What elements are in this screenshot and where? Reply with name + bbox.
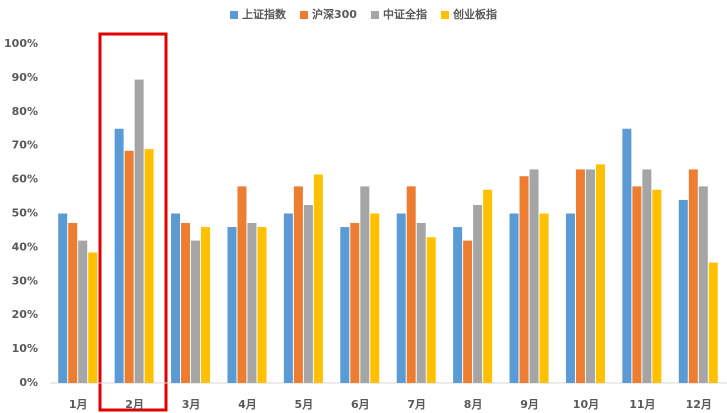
y-tick-label: 60% (12, 173, 38, 186)
bar (144, 149, 154, 383)
bar (340, 227, 350, 383)
bar (88, 252, 98, 383)
bar (565, 213, 575, 383)
bar (58, 213, 68, 383)
bar (678, 199, 688, 383)
bar (181, 222, 191, 383)
x-tick-label: 7月 (407, 398, 426, 411)
bar (227, 227, 237, 383)
bar (293, 186, 303, 383)
legend-label: 创业板指 (452, 7, 497, 21)
bar (237, 186, 247, 383)
bar (201, 227, 211, 383)
bar (642, 169, 652, 383)
x-tick-label: 5月 (295, 398, 314, 411)
bar (539, 213, 549, 383)
bar (247, 222, 257, 383)
bar (134, 79, 144, 383)
y-tick-label: 20% (12, 308, 38, 321)
y-tick-label: 50% (12, 207, 38, 220)
x-tick-label: 3月 (182, 398, 201, 411)
x-tick-label: 11月 (629, 398, 655, 411)
bar (78, 240, 88, 383)
bar (350, 222, 360, 383)
bar (575, 169, 585, 383)
bar (303, 205, 313, 383)
bar (370, 213, 380, 383)
bar (529, 169, 539, 383)
y-tick-label: 30% (12, 274, 38, 287)
y-tick-label: 100% (4, 37, 38, 50)
bar (406, 186, 416, 383)
bar (453, 227, 463, 383)
x-tick-label: 12月 (686, 398, 712, 411)
bar (595, 164, 605, 383)
bar (688, 169, 698, 383)
legend-swatch (300, 11, 308, 19)
y-tick-label: 80% (12, 105, 38, 118)
legend-label: 上证指数 (242, 7, 287, 21)
bar (396, 213, 406, 383)
bar (519, 176, 529, 383)
bar (463, 240, 473, 383)
y-tick-label: 40% (12, 240, 38, 253)
x-tick-label: 9月 (520, 398, 539, 411)
x-tick-label: 6月 (351, 398, 370, 411)
highlight-box (98, 32, 168, 412)
x-tick-label: 8月 (464, 398, 483, 411)
legend-swatch (440, 11, 449, 19)
y-tick-label: 10% (12, 342, 38, 355)
bar (68, 222, 78, 383)
bar (171, 213, 181, 383)
bar (114, 128, 124, 383)
bar (632, 186, 642, 383)
bar (585, 169, 595, 383)
bar (257, 227, 267, 383)
bar (191, 240, 201, 383)
bar (416, 222, 426, 383)
bar (509, 213, 519, 383)
bar (360, 186, 370, 383)
legend-swatch (370, 11, 379, 19)
x-tick-label: 1月 (69, 398, 88, 411)
y-tick-label: 90% (12, 71, 38, 84)
legend-label: 沪深300 (312, 7, 357, 21)
bar (313, 174, 323, 383)
bar (283, 213, 293, 383)
x-tick-label: 4月 (238, 398, 257, 411)
bar (124, 150, 134, 383)
x-tick-label: 2月 (125, 398, 144, 411)
legend-label: 中证全指 (383, 7, 427, 21)
y-tick-label: 0% (19, 376, 38, 389)
y-tick-label: 70% (12, 139, 38, 152)
bar (622, 128, 632, 383)
bar (473, 205, 483, 383)
bar (708, 262, 718, 383)
x-tick-label: 10月 (573, 398, 599, 411)
bar (426, 237, 436, 383)
bar (698, 186, 708, 383)
bar (483, 189, 493, 383)
legend-swatch (230, 11, 238, 19)
bar (652, 189, 662, 383)
